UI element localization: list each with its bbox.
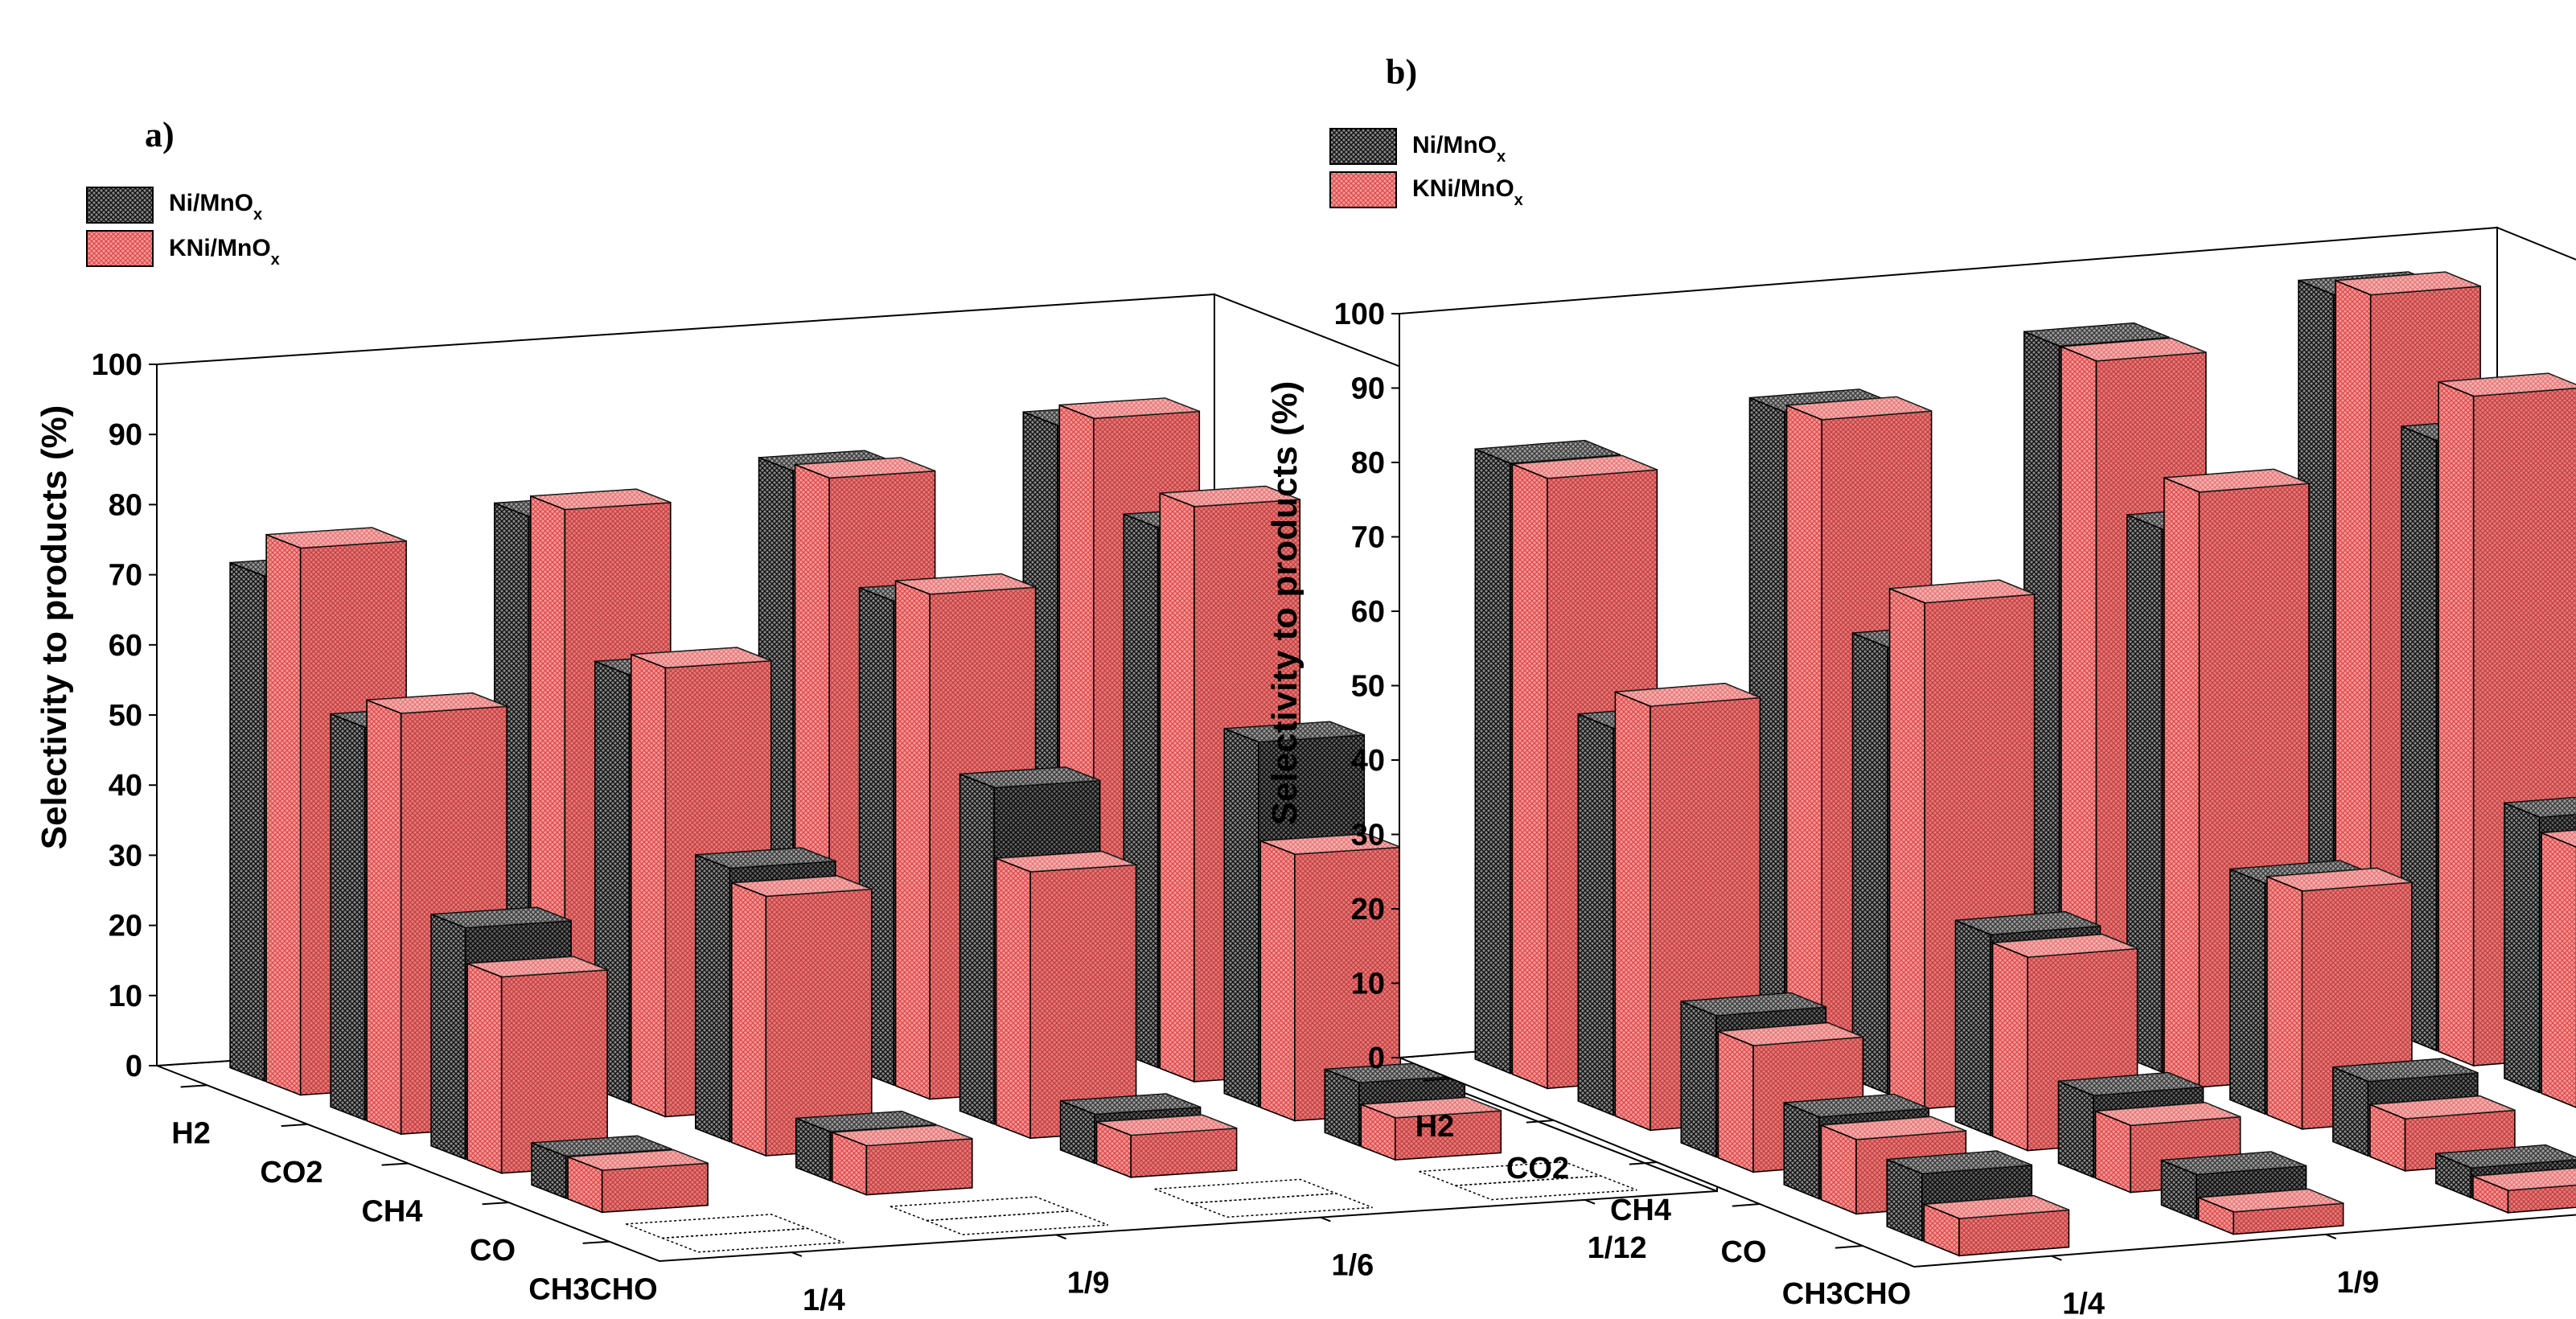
- depth-tick-mark: [1584, 1198, 1596, 1205]
- depth-tick-label-1-4: 1/4: [2062, 1288, 2105, 1319]
- panel-b-y-axis-label: Selectivity to products (%): [1265, 381, 1304, 826]
- x-tick-label-ch3cho: CH3CHO: [1782, 1277, 1911, 1311]
- x-tick-label-h2: H2: [1415, 1110, 1455, 1144]
- panel-b-label: b): [1386, 52, 1417, 92]
- depth-tick-mark: [2325, 1233, 2337, 1240]
- bar-kni-mnox-co-1-4: [567, 1148, 709, 1214]
- x-tick-label-co2: CO2: [260, 1156, 323, 1190]
- y-tick-label: 90: [109, 418, 142, 452]
- y-tick-label: 80: [109, 488, 142, 522]
- depth-tick-label-1-9: 1/9: [1067, 1266, 1110, 1300]
- bar-kni-mnox-ch4-1-4: [466, 955, 608, 1174]
- depth-tick-label-1-6: 1/6: [1331, 1249, 1374, 1283]
- bar-kni-mnox-co-1-9: [832, 1124, 973, 1196]
- legend-swatch-ni-mnox: [1329, 128, 1397, 165]
- x-tick-label-co: CO: [1721, 1235, 1767, 1269]
- y-tick-label: 20: [1351, 893, 1385, 927]
- bar-kni-mnox-co-1-12: [1360, 1096, 1502, 1161]
- panel-a-floor-grid: [626, 1161, 1637, 1253]
- bar-kni-mnox-ch3cho-1-9: [2197, 1188, 2344, 1235]
- x-tick-label-co: CO: [470, 1234, 516, 1268]
- depth-tick-mark: [1055, 1234, 1066, 1240]
- panel-b-x-tick-labels: H2 CO2 CH4 CO CH3CHO: [1415, 1078, 1911, 1311]
- depth-tick-label-1-12: 1/12: [1588, 1231, 1647, 1265]
- depth-tick-label-1-9: 1/9: [2336, 1266, 2379, 1300]
- x-tick-mark: [1526, 1120, 1555, 1124]
- x-tick-label-ch3cho: CH3CHO: [528, 1273, 657, 1307]
- depth-tick-mark: [1320, 1216, 1331, 1222]
- panel-b-y-ticks: 0 10 20 30 40 50 60 70 80 90 100: [1334, 298, 1399, 1075]
- depth-tick-label-1-4: 1/4: [803, 1284, 845, 1317]
- legend-label-ni-mnox: Ni/MnOx: [1412, 132, 1506, 166]
- y-tick-label: 0: [125, 1050, 142, 1083]
- y-tick-label: 40: [1351, 744, 1385, 778]
- panel-b-bars: [1474, 271, 2576, 1257]
- empty-cell-outline: [1455, 1175, 1637, 1201]
- y-tick-label: 60: [1351, 595, 1385, 629]
- y-tick-label: 30: [1351, 819, 1385, 853]
- x-tick-mark: [482, 1202, 509, 1206]
- x-tick-mark: [381, 1162, 409, 1166]
- empty-cell-outline: [926, 1210, 1109, 1235]
- x-tick-mark: [1732, 1203, 1760, 1207]
- legend-swatch-ni-mnox: [86, 187, 154, 224]
- bar-kni-mnox-ch4-1-6: [995, 850, 1137, 1140]
- x-tick-mark: [1423, 1078, 1452, 1082]
- empty-cell-outline: [1190, 1193, 1373, 1218]
- x-tick-mark: [582, 1240, 610, 1244]
- x-tick-label-ch4: CH4: [1610, 1194, 1671, 1227]
- legend-swatch-kni-mnox: [86, 230, 154, 267]
- y-tick-label: 20: [109, 910, 142, 943]
- y-tick-label: 100: [92, 348, 142, 382]
- y-tick-label: 40: [109, 769, 142, 803]
- y-tick-label: 90: [1351, 372, 1385, 406]
- panel-a-y-axis-label: Selectivity to products (%): [35, 405, 74, 850]
- bar-kni-mnox-ch4-1-12: [2541, 829, 2576, 1108]
- x-tick-mark: [180, 1084, 207, 1088]
- y-tick-label: 60: [109, 629, 142, 663]
- x-tick-mark: [1629, 1161, 1658, 1165]
- x-tick-label-co2: CO2: [1506, 1152, 1569, 1185]
- depth-tick-mark: [791, 1251, 803, 1257]
- bar-kni-mnox-co-1-6: [1095, 1114, 1238, 1178]
- y-tick-label: 100: [1334, 298, 1385, 331]
- panel-a-depth-tick-labels: 1/4 1/9 1/6 1/12: [791, 1198, 1647, 1317]
- y-tick-label: 50: [1351, 670, 1385, 704]
- y-tick-label: 10: [1351, 968, 1385, 1001]
- panel-b-depth-tick-labels: 1/41/91/61/12: [2051, 1233, 2379, 1319]
- legend-swatch-kni-mnox: [1329, 171, 1397, 208]
- x-tick-label-ch4: CH4: [361, 1195, 422, 1229]
- panel-a-x-tick-labels: H2 CO2 CH4 CO CH3CHO: [171, 1084, 658, 1307]
- empty-cell-outline: [662, 1227, 844, 1253]
- bar-kni-mnox-ch3cho-1-6: [2472, 1167, 2576, 1214]
- legend-label-ni-mnox: Ni/MnOx: [169, 190, 262, 224]
- x-tick-label-h2: H2: [171, 1116, 211, 1150]
- y-tick-label: 10: [109, 980, 142, 1013]
- x-tick-mark: [1834, 1245, 1863, 1249]
- y-tick-label: 0: [1368, 1042, 1385, 1075]
- y-tick-label: 70: [109, 559, 142, 593]
- y-tick-label: 80: [1351, 446, 1385, 480]
- y-tick-label: 50: [109, 699, 142, 733]
- legend-label-kni-mnox: KNi/MnOx: [1412, 175, 1523, 209]
- x-tick-mark: [281, 1123, 308, 1128]
- bar-kni-mnox-ch3cho-1-4: [1923, 1194, 2070, 1257]
- panel-b-legend: Ni/MnOx KNi/MnOx: [1329, 128, 1523, 209]
- bar-kni-mnox-ch4-1-9: [730, 875, 873, 1157]
- panel-a-y-ticks: 0 10 20 30 40 50 60 70 80 90 100: [92, 348, 157, 1083]
- panel-a-legend: Ni/MnOx KNi/MnOx: [86, 187, 280, 269]
- y-tick-label: 30: [109, 839, 142, 873]
- legend-label-kni-mnox: KNi/MnOx: [169, 235, 280, 269]
- y-tick-label: 70: [1351, 521, 1385, 555]
- panel-a-label: a): [145, 115, 175, 154]
- depth-tick-mark: [2051, 1255, 2062, 1261]
- panel-a-bars: [229, 397, 1502, 1214]
